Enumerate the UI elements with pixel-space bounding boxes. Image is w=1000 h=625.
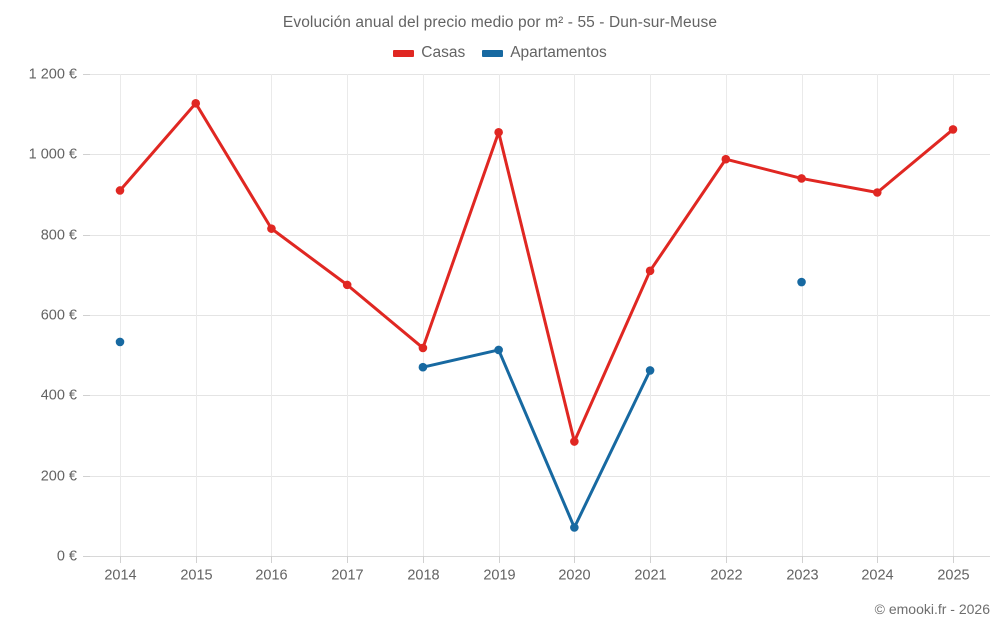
x-axis-tick-label: 2019 (483, 568, 515, 584)
legend-label-casas: Casas (421, 44, 466, 61)
data-point[interactable] (645, 366, 655, 375)
y-axis-tick-label: 1 200 € (29, 66, 77, 82)
data-point[interactable] (797, 277, 806, 287)
x-axis-tick-label: 2017 (331, 568, 363, 584)
x-axis-tick-label: 2020 (558, 568, 590, 584)
x-axis-tick-label: 2015 (180, 568, 212, 584)
legend-item-apartamentos[interactable]: Apartamentos (482, 44, 607, 62)
data-point[interactable] (191, 99, 201, 108)
data-point[interactable] (645, 266, 655, 276)
chart-legend: Casas Apartamentos (0, 44, 1000, 62)
data-point[interactable] (115, 337, 125, 347)
y-axis-tick-label: 200 € (41, 468, 77, 484)
data-point[interactable] (418, 343, 428, 353)
data-point[interactable] (570, 523, 579, 532)
series-path (421, 348, 652, 529)
x-axis-tick-label: 2018 (407, 568, 439, 584)
x-axis-tick-label: 2023 (786, 568, 818, 584)
data-point[interactable] (872, 188, 882, 197)
chart-title: Evolución anual del precio medio por m² … (282, 14, 718, 31)
series-apartamentos (115, 277, 806, 532)
x-axis-tick-label: 2021 (634, 568, 666, 584)
data-point[interactable] (948, 125, 958, 134)
legend-label-apartamentos: Apartamentos (510, 44, 607, 61)
x-axis-tick-label: 2025 (937, 568, 969, 584)
data-point[interactable] (797, 174, 806, 183)
copyright-credit: © emooki.fr - 2026 (874, 601, 990, 617)
data-point[interactable] (115, 186, 125, 195)
series-path (118, 101, 955, 444)
data-point[interactable] (267, 224, 276, 233)
x-axis-tick-label: 2016 (255, 568, 287, 584)
data-point[interactable] (418, 362, 428, 372)
y-axis-tick-label: 600 € (41, 307, 77, 323)
legend-item-casas[interactable]: Casas (393, 44, 465, 62)
x-axis-tick-label: 2014 (104, 568, 136, 584)
x-axis-tick-label: 2022 (710, 568, 742, 584)
data-point[interactable] (494, 345, 503, 355)
y-axis-tick-label: 400 € (41, 387, 77, 403)
x-axis-tick-label: 2024 (861, 568, 893, 584)
data-point[interactable] (721, 154, 731, 164)
legend-swatch-apartamentos (482, 49, 504, 57)
data-point[interactable] (494, 127, 503, 137)
data-point[interactable] (342, 280, 352, 290)
y-axis-tick-label: 800 € (41, 227, 77, 243)
y-axis-tick-label: 1 000 € (29, 146, 77, 162)
legend-swatch-casas (393, 49, 415, 57)
series-casas (115, 99, 958, 446)
data-point[interactable] (570, 437, 579, 446)
y-axis-tick-label: 0 € (57, 548, 77, 564)
